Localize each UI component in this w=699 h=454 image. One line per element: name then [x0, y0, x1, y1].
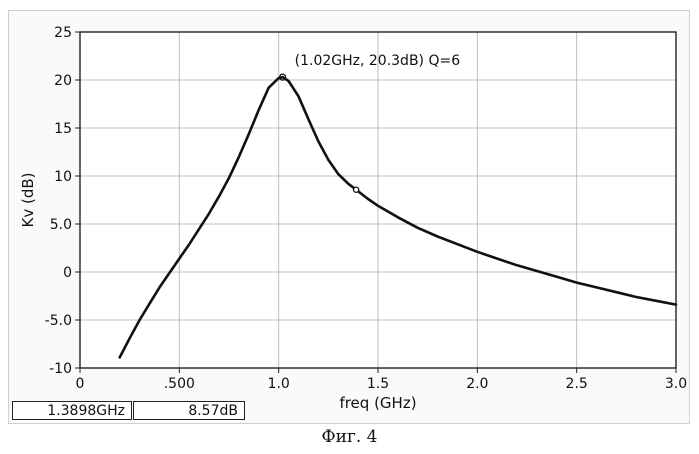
peak-annotation: (1.02GHz, 20.3dB) Q=6 [295, 53, 461, 69]
x-tick-label: 3.0 [665, 376, 687, 392]
y-tick-label: 10 [54, 169, 72, 185]
cursor-marker [354, 187, 359, 192]
y-tick-label: 15 [54, 121, 72, 137]
y-tick-label: 0 [63, 265, 72, 281]
y-tick-label: -5.0 [45, 313, 72, 329]
y-axis-label: Kv (dB) [19, 173, 37, 228]
x-tick-label: 1.5 [367, 376, 389, 392]
chart-panel: 0 .500 1.0 1.5 2.0 2.5 3.0 -10 -5.0 0 5.0 10 15 20 25 f… [8, 10, 690, 424]
x-tick-label: 2.5 [566, 376, 588, 392]
x-tick-label: 1.0 [268, 376, 290, 392]
y-tick-label: 5.0 [50, 217, 72, 233]
y-tick-label: 20 [54, 73, 72, 89]
y-tick-label: -10 [49, 361, 72, 377]
x-axis-label: freq (GHz) [339, 394, 416, 412]
x-tick-label: .500 [164, 376, 195, 392]
x-tick-label: 0 [76, 376, 85, 392]
y-tick-label: 25 [54, 25, 72, 41]
chart-plot: 0 .500 1.0 1.5 2.0 2.5 3.0 -10 -5.0 0 5.0 10 15 20 25 f… [9, 11, 689, 423]
marker-value-readout: 8.57dB [133, 401, 245, 420]
figure-caption: Фиг. 4 [0, 427, 699, 447]
marker-frequency-readout: 1.3898GHz [12, 401, 132, 420]
x-tick-label: 2.0 [466, 376, 488, 392]
